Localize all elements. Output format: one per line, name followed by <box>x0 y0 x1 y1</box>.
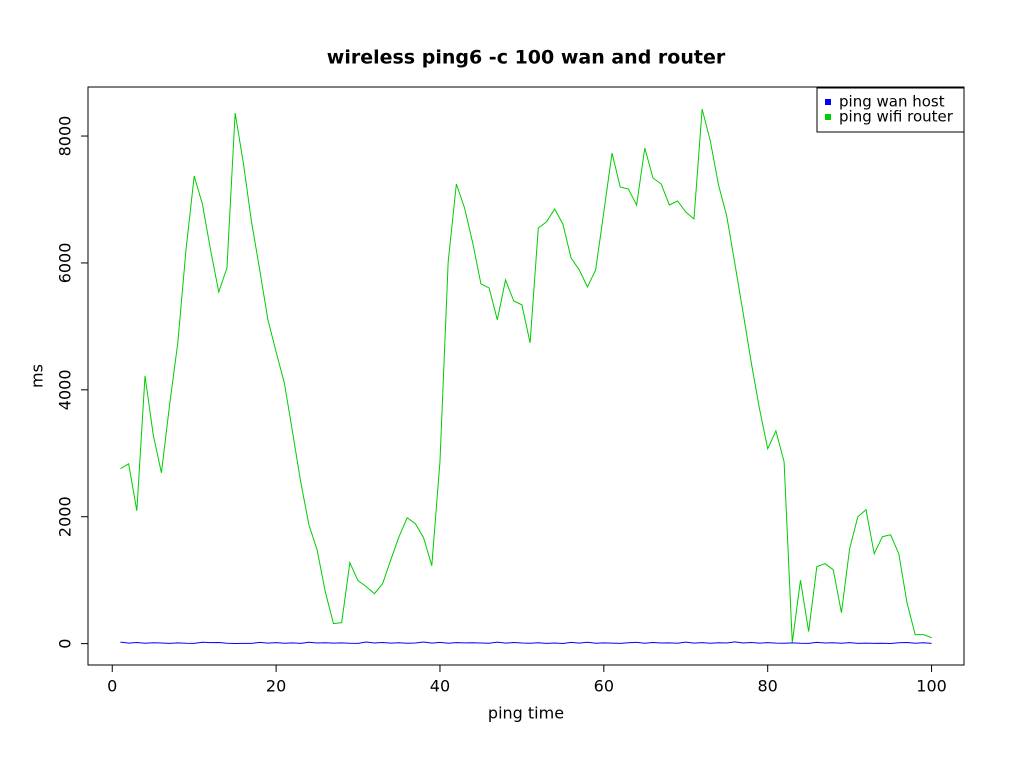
legend-box <box>816 87 965 133</box>
x-tick-label: 20 <box>266 677 286 696</box>
y-tick-label: 0 <box>56 639 75 649</box>
x-tick-label: 80 <box>758 677 778 696</box>
x-tick-label: 100 <box>916 677 947 696</box>
legend-swatch <box>825 99 831 105</box>
x-tick-label: 60 <box>594 677 614 696</box>
y-tick-label: 4000 <box>56 369 75 410</box>
y-tick-label: 8000 <box>56 116 75 157</box>
legend-label: ping wifi router <box>839 108 954 126</box>
x-tick-label: 40 <box>430 677 450 696</box>
y-tick-label: 6000 <box>56 243 75 284</box>
legend-label: ping wan host <box>839 93 945 111</box>
chart-title: wireless ping6 -c 100 wan and router <box>327 47 726 69</box>
legend-swatch <box>825 114 831 120</box>
y-tick-label: 2000 <box>56 496 75 537</box>
plot-frame <box>87 86 965 666</box>
x-axis-label: ping time <box>488 704 564 723</box>
series-line <box>120 108 932 643</box>
y-axis-label: ms <box>28 364 47 388</box>
series-line <box>120 641 932 644</box>
x-tick-label: 0 <box>107 677 117 696</box>
